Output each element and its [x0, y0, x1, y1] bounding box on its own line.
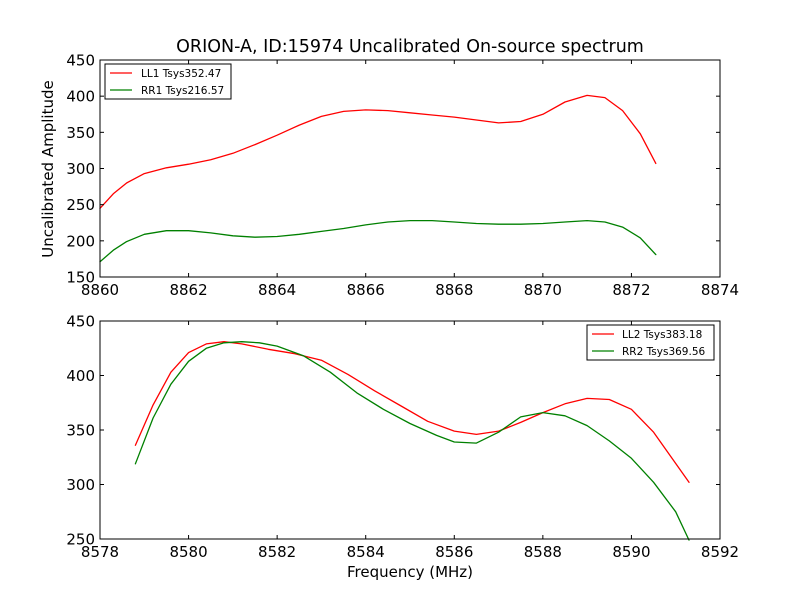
y-axis-label: Uncalibrated Amplitude [39, 80, 57, 257]
y-tick-label: 300 [66, 476, 95, 494]
x-tick-label: 8874 [701, 281, 739, 299]
y-tick-label: 350 [66, 422, 95, 440]
legend-box [586, 324, 715, 361]
legend-label-ll2: LL2 Tsys383.18 [622, 329, 702, 341]
y-tick-label: 150 [66, 269, 95, 287]
x-tick-label: 8868 [435, 281, 473, 299]
bottom-series-line-2 [134, 341, 690, 541]
x-tick-label: 8584 [347, 543, 385, 561]
y-tick-label: 450 [66, 52, 95, 70]
y-tick-label: 300 [66, 160, 95, 178]
bottom-panel-legend: LL2 Tsys383.18 RR2 Tsys369.56 [586, 324, 715, 361]
x-tick-label: 8580 [169, 543, 207, 561]
y-tick-label: 400 [66, 88, 95, 106]
legend-label-ll1: LL1 Tsys352.47 [141, 68, 221, 80]
x-axis-label: Frequency (MHz) [347, 563, 473, 581]
x-tick-label: 8860 [81, 281, 119, 299]
top-panel-series [99, 94, 657, 263]
y-tick-label: 350 [66, 124, 95, 142]
top-panel-legend: LL1 Tsys352.47 RR1 Tsys216.57 [104, 63, 232, 100]
y-tick-label: 450 [66, 313, 95, 331]
x-tick-label: 8864 [258, 281, 296, 299]
bottom-series-line-1 [134, 341, 690, 483]
legend-box [104, 63, 232, 100]
y-tick-label: 200 [66, 232, 95, 250]
top-panel: 8860 8862 8864 8866 8868 8870 8872 8874 150 200 25… [66, 52, 739, 300]
bottom-panel: 8578 8580 8582 8584 8586 8588 8590 8592 250 300 35… [66, 313, 739, 562]
y-tick-label: 250 [66, 196, 95, 214]
x-tick-label: 8578 [81, 543, 119, 561]
top-series-line-1 [99, 94, 657, 209]
top-panel-ticks: 8860 8862 8864 8866 8868 8870 8872 8874 150 200 25… [66, 52, 739, 300]
top-series-line-2 [99, 219, 657, 263]
x-tick-label: 8586 [435, 543, 473, 561]
chart-title: ORION-A, ID:15974 Uncalibrated On-source… [176, 37, 644, 57]
y-tick-label: 250 [66, 531, 95, 549]
x-tick-label: 8590 [612, 543, 650, 561]
x-tick-label: 8582 [258, 543, 296, 561]
x-tick-label: 8866 [347, 281, 385, 299]
legend-label-rr2: RR2 Tsys369.56 [622, 346, 705, 358]
x-tick-label: 8870 [524, 281, 562, 299]
x-tick-label: 8872 [612, 281, 650, 299]
bottom-panel-ticks: 8578 8580 8582 8584 8586 8588 8590 8592 250 300 35… [66, 313, 739, 562]
x-tick-label: 8592 [701, 543, 739, 561]
x-tick-label: 8862 [169, 281, 207, 299]
x-tick-label: 8588 [524, 543, 562, 561]
bottom-panel-series [134, 341, 690, 541]
y-tick-label: 400 [66, 367, 95, 385]
legend-label-rr1: RR1 Tsys216.57 [141, 85, 224, 97]
